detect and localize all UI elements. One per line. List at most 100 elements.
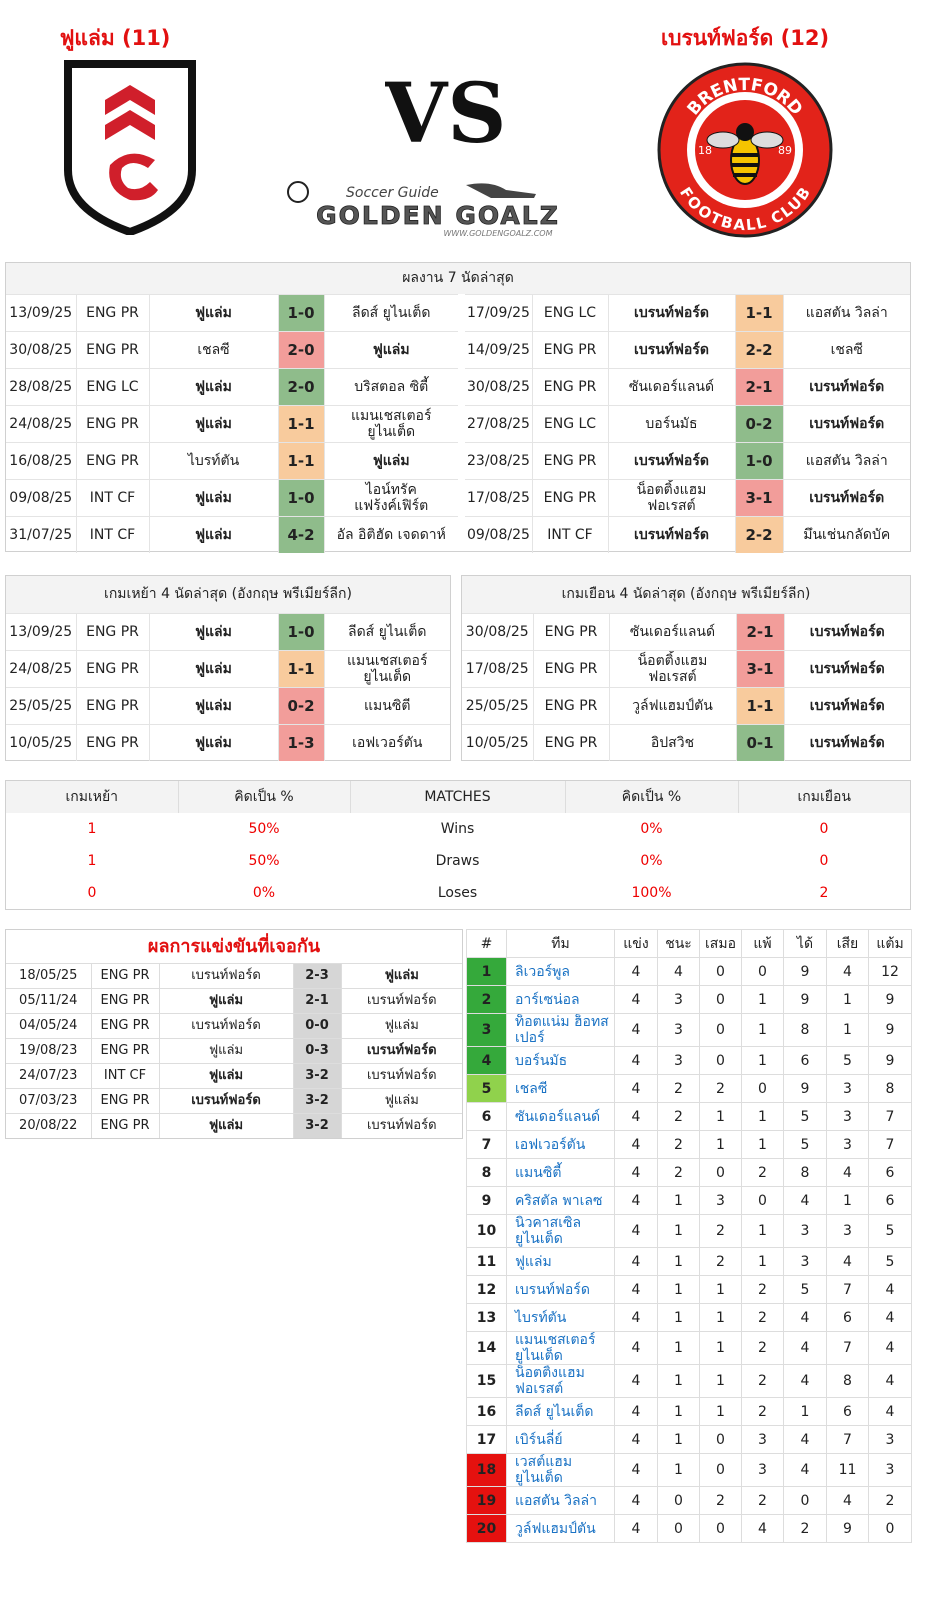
cell-gf: 8 xyxy=(783,1013,827,1047)
stats-row: 1 50% Draws 0% 0 xyxy=(6,845,910,877)
cell-pts: 5 xyxy=(868,1214,912,1248)
cell-l: 2 xyxy=(741,1486,784,1515)
result-row: 31/07/25 INT CF ฟูแล่ม 4-2 อัล อิติฮัด เจดดา… xyxy=(6,516,458,553)
cell-l: 0 xyxy=(741,1186,784,1215)
header-cell: แพ้ xyxy=(741,929,784,958)
cell-pts: 9 xyxy=(868,985,912,1014)
header-cell: เกมเหย้า xyxy=(6,781,178,813)
cell-l: 0 xyxy=(741,1074,784,1103)
cell-date: 13/09/25 xyxy=(6,613,76,651)
cell-team[interactable]: ฟูแล่ม xyxy=(506,1247,615,1276)
cell-l: 1 xyxy=(741,1046,784,1075)
table-body: 17/09/25 ENG LC เบรนท์ฟอร์ด 1-1 แอสตัน วิลล่… xyxy=(465,294,910,553)
header-cell: คิดเป็น % xyxy=(177,781,350,813)
cell-away: เบรนท์ฟอร์ด xyxy=(340,1113,462,1138)
cell-team[interactable]: ลีดส์ ยูไนเต็ด xyxy=(506,1397,615,1426)
cell-away: แมนซิตี xyxy=(323,687,450,725)
cell-date: 24/08/25 xyxy=(6,405,76,443)
cell-l: 0 xyxy=(741,957,784,986)
cell-p: 4 xyxy=(614,1397,658,1426)
home-venue-section: เกมเหย้า 4 นัดล่าสุด (อังกฤษ พรีเมียร์ลี… xyxy=(5,575,451,761)
cell-gf: 8 xyxy=(783,1158,827,1187)
cell-away: บริสตอล ซิตี้ xyxy=(323,368,458,406)
cell-away: เอฟเวอร์ตัน xyxy=(323,724,450,761)
cell-ga: 11 xyxy=(826,1453,869,1487)
cell-ga: 7 xyxy=(826,1275,869,1304)
cell-d: 0 xyxy=(699,1158,742,1187)
away-crest: BRENTFORD FOOTBALL CLUB 18 89 xyxy=(657,62,833,238)
standing-row: 12 เบรนท์ฟอร์ด 4 1 1 2 5 7 4 xyxy=(466,1275,912,1304)
cell-l: 2 xyxy=(741,1364,784,1398)
result-row: 13/09/25 ENG PR ฟูแล่ม 1-0 ลีดส์ ยูไนเต็ด xyxy=(6,613,450,651)
header-cell: ได้ xyxy=(783,929,827,958)
header-cell: คิดเป็น % xyxy=(564,781,738,813)
cell-team[interactable]: เชลซี xyxy=(506,1074,615,1103)
cell-team[interactable]: แมนซิตี้ xyxy=(506,1158,615,1187)
cell-p: 4 xyxy=(614,1074,658,1103)
cell-pos: 16 xyxy=(466,1397,507,1426)
cell-team[interactable]: บอร์นมัธ xyxy=(506,1046,615,1075)
section-title: ผลงาน 7 นัดล่าสุด xyxy=(6,263,910,294)
vs-mark: VS xyxy=(385,70,505,160)
cell-team[interactable]: เบรนท์ฟอร์ด xyxy=(506,1275,615,1304)
cell-team[interactable]: เอฟเวอร์ตัน xyxy=(506,1130,615,1159)
cell-team[interactable]: คริสตัล พาเลซ xyxy=(506,1186,615,1215)
cell-home: ฟูแล่ม xyxy=(148,294,278,332)
cell-comp: ENG PR xyxy=(90,988,159,1014)
cell-home: ซันเดอร์แลนด์ xyxy=(608,613,736,651)
cell-pos: 3 xyxy=(466,1013,507,1047)
cell-d: 0 xyxy=(699,1046,742,1075)
cell-gf: 4 xyxy=(783,1364,827,1398)
cell-l: 2 xyxy=(741,1303,784,1332)
cell-team[interactable]: น็อตติ้งแฮม ฟอเรสต์ xyxy=(506,1364,615,1398)
crest-left: 18 xyxy=(698,144,712,157)
standing-row: 6 ซันเดอร์แลนด์ 4 2 1 1 5 3 7 xyxy=(466,1102,912,1131)
cell-team[interactable]: ท็อตแน่ม ฮ็อทสเปอร์ xyxy=(506,1013,615,1047)
cell-home: เบรนท์ฟอร์ด xyxy=(607,516,735,553)
cell-date: 10/05/25 xyxy=(6,724,76,761)
cell-w: 2 xyxy=(657,1074,700,1103)
cell-team[interactable]: ลิเวอร์พูล xyxy=(506,957,615,986)
cell-team[interactable]: เบิร์นลี่ย์ xyxy=(506,1425,615,1454)
cell-away: เบรนท์ฟอร์ด xyxy=(783,613,910,651)
cell-w: 1 xyxy=(657,1453,700,1487)
cell-score: 0-3 xyxy=(292,1038,341,1064)
cell-p: 4 xyxy=(614,1275,658,1304)
stats-cell: 2 xyxy=(819,885,829,901)
cell-pts: 0 xyxy=(868,1514,912,1543)
cell-team[interactable]: ไบรท์ตัน xyxy=(506,1303,615,1332)
cell-away: เบรนท์ฟอร์ด xyxy=(783,687,910,725)
cell-team[interactable]: แมนเชสเตอร์ ยูไนเต็ด xyxy=(506,1331,615,1365)
home-crest xyxy=(64,60,196,235)
cell-team[interactable]: เวสต์แฮม ยูไนเต็ด xyxy=(506,1453,615,1487)
cell-team[interactable]: นิวคาสเซิล ยูไนเต็ด xyxy=(506,1214,615,1248)
cell-team[interactable]: ซันเดอร์แลนด์ xyxy=(506,1102,615,1131)
cell-p: 4 xyxy=(614,1158,658,1187)
cell-comp: INT CF xyxy=(75,479,149,517)
result-row: 17/08/25 ENG PR น็อตติ้งแฮม ฟอเรสต์ 3-1 เบรน… xyxy=(465,479,910,517)
cell-ga: 6 xyxy=(826,1397,869,1426)
cell-home: ฟูแล่ม xyxy=(158,988,293,1014)
header-cell: MATCHES xyxy=(349,781,565,813)
cell-date: 31/07/25 xyxy=(6,516,76,553)
stats-cell: 50% xyxy=(248,853,280,869)
cell-gf: 4 xyxy=(783,1453,827,1487)
cell-l: 1 xyxy=(741,985,784,1014)
stats-row: 0 0% Loses 100% 2 xyxy=(6,877,910,909)
stats-cell: 0% xyxy=(640,853,663,869)
cell-date: 19/08/23 xyxy=(6,1038,91,1064)
cell-gf: 2 xyxy=(783,1514,827,1543)
cell-home: บอร์นมัธ xyxy=(607,405,735,443)
cell-pos: 2 xyxy=(466,985,507,1014)
cell-team[interactable]: อาร์เซน่อล xyxy=(506,985,615,1014)
cell-p: 4 xyxy=(614,1130,658,1159)
cell-p: 4 xyxy=(614,1453,658,1487)
cell-pts: 4 xyxy=(868,1364,912,1398)
cell-team[interactable]: วูล์ฟแฮมป์ตัน xyxy=(506,1514,615,1543)
cell-comp: ENG PR xyxy=(90,963,159,989)
cell-team[interactable]: แอสตัน วิลล่า xyxy=(506,1486,615,1515)
cell-pos: 20 xyxy=(466,1514,507,1543)
cell-pos: 15 xyxy=(466,1364,507,1398)
